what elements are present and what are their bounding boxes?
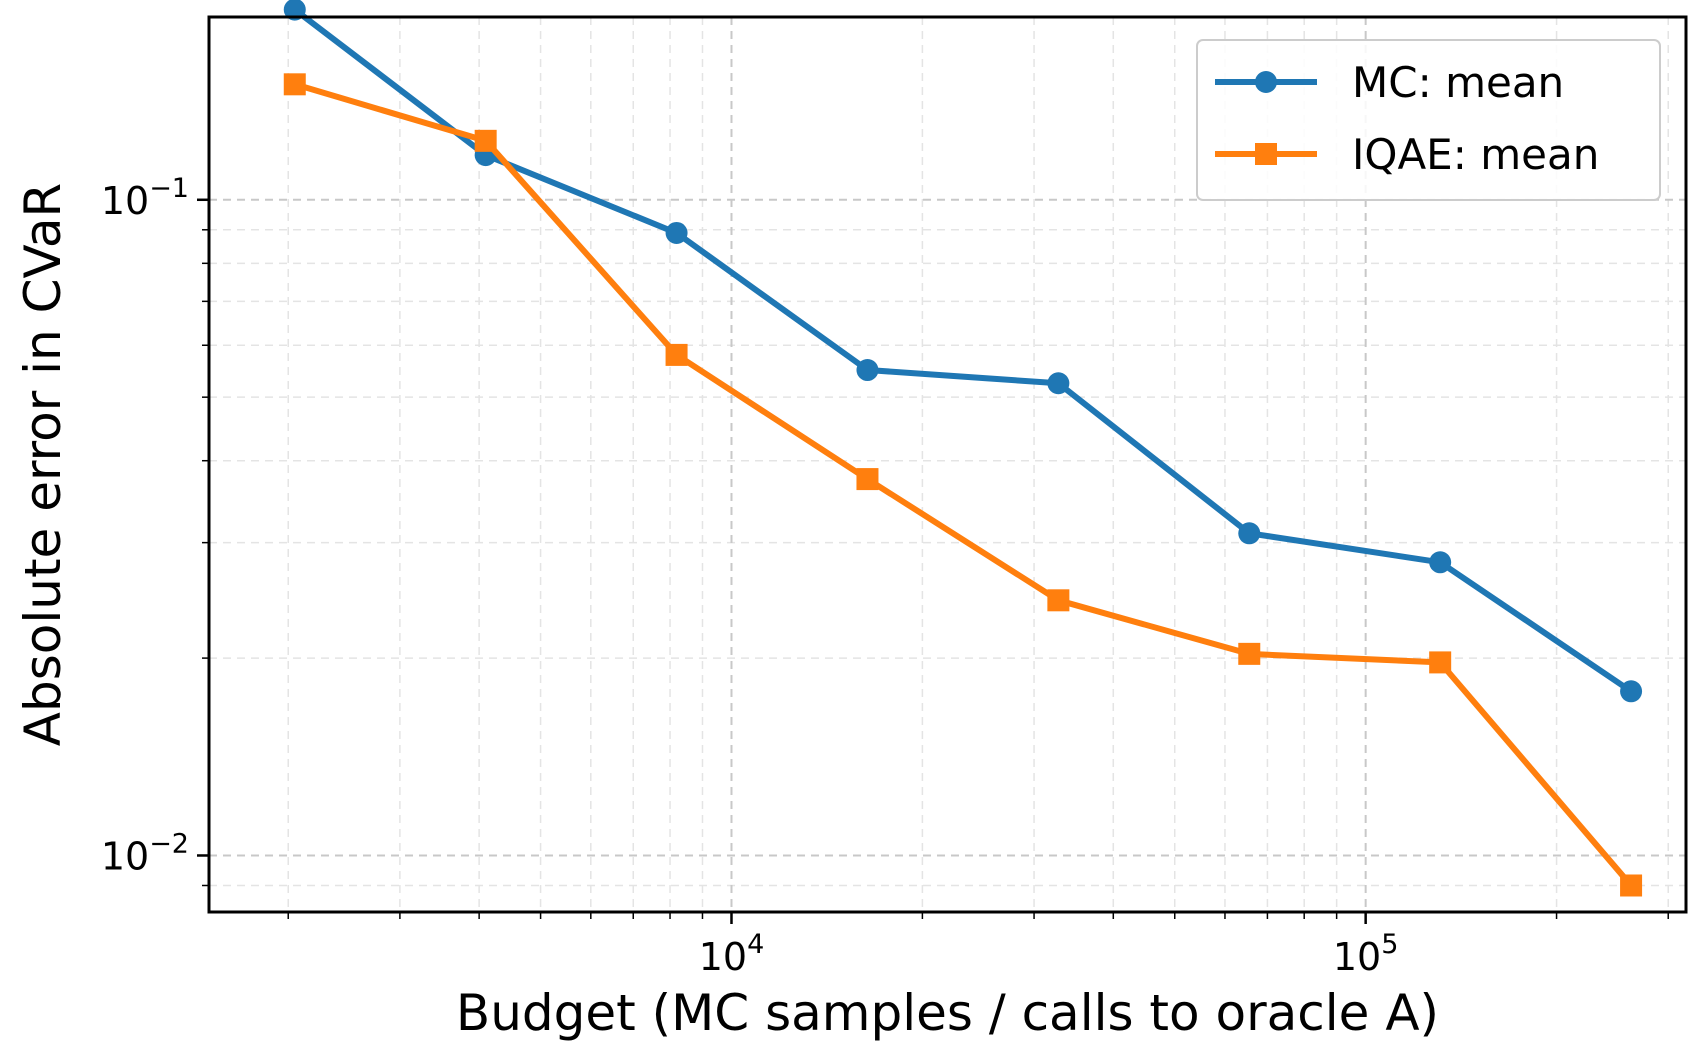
- data-point: [1047, 372, 1070, 395]
- major-grid: [209, 17, 1686, 912]
- data-point: [665, 343, 688, 366]
- series-layer: [283, 0, 1643, 897]
- x-tick-label: 105: [1333, 929, 1399, 979]
- y-tick-label: 10−2: [101, 828, 189, 878]
- axis-ticks: [197, 198, 1669, 924]
- x-axis-label: Budget (MC samples / calls to oracle A): [456, 984, 1439, 1042]
- data-point: [474, 129, 497, 152]
- data-point: [1620, 874, 1643, 897]
- data-point: [1047, 589, 1070, 612]
- data-point: [1429, 651, 1452, 674]
- y-axis-label: Absolute error in CVaR: [14, 183, 72, 746]
- data-point: [856, 468, 879, 491]
- legend-label: MC: mean: [1352, 58, 1564, 107]
- y-tick-label: 10−1: [101, 173, 189, 223]
- legend-label: IQAE: mean: [1352, 130, 1599, 179]
- data-point: [856, 359, 879, 382]
- legend-marker: [1255, 71, 1277, 93]
- legend-entry: IQAE: mean: [1215, 130, 1599, 179]
- data-point: [283, 0, 306, 21]
- plot-area-frame: [207, 15, 1688, 914]
- legend-marker: [1255, 143, 1277, 165]
- legend-entry: MC: mean: [1215, 58, 1564, 107]
- series-iqae: [283, 73, 1643, 897]
- data-point: [1620, 680, 1643, 703]
- data-point: [1238, 642, 1261, 665]
- tick-labels: 104 105 10−1 10−2: [101, 173, 1399, 979]
- minor-grid: [209, 17, 1686, 912]
- data-point: [283, 73, 306, 96]
- data-point: [1238, 522, 1261, 545]
- series-line: [291, 6, 1635, 695]
- x-tick-label: 104: [699, 929, 765, 979]
- legend: MC: mean IQAE: mean: [1196, 39, 1661, 201]
- data-point: [665, 221, 688, 244]
- series-line: [291, 81, 1635, 889]
- data-point: [1429, 551, 1452, 574]
